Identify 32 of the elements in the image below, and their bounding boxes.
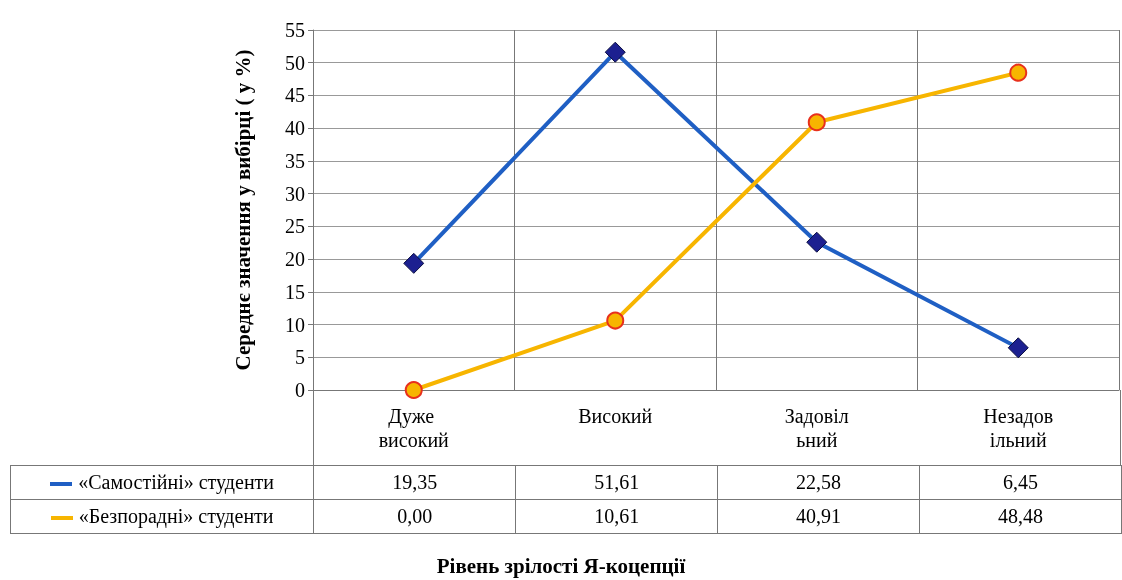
data-label: 22,58	[717, 465, 920, 500]
x-tick-label: Задовільний	[784, 405, 849, 451]
point	[404, 381, 423, 399]
y-tick-label: 25	[285, 215, 305, 238]
y-tick-label: 15	[285, 280, 305, 303]
x-tick-label: Високий	[578, 405, 653, 427]
data-label: 19,35	[313, 465, 516, 500]
y-tick-label: 30	[285, 182, 305, 205]
point	[1009, 63, 1028, 82]
legend-label: «Самостійні» студенти	[78, 471, 275, 493]
y-tick-label: 40	[285, 117, 305, 140]
data-label: 6,45	[919, 465, 1122, 500]
y-tick-label: 50	[285, 51, 305, 74]
y-tick-label: 0	[295, 379, 305, 401]
data-label: 10,61	[515, 499, 718, 534]
point	[606, 311, 625, 330]
y-tick-label: 5	[295, 346, 305, 369]
data-label: 0,00	[313, 499, 516, 534]
data-label: 51,61	[515, 465, 718, 500]
point	[807, 113, 826, 132]
x-tick-label: Дуже високий	[378, 405, 450, 451]
data-label: 40,91	[717, 499, 920, 534]
data-label: 48,48	[919, 499, 1122, 534]
y-tick-label: 45	[285, 84, 305, 107]
y-tick-label: 35	[285, 149, 305, 172]
text: Рівень зрілості Я-коцепції	[436, 553, 686, 578]
y-tick-label: 55	[285, 19, 305, 41]
y-tick-label: 20	[285, 248, 305, 271]
y-tick-label: 10	[285, 313, 305, 336]
x-tick-label: Незадовільний	[983, 405, 1054, 451]
legend-label: «Безпорадні» студенти	[78, 505, 274, 527]
y-axis-title: Середнє значення у вибірці ( у %)	[230, 49, 255, 371]
